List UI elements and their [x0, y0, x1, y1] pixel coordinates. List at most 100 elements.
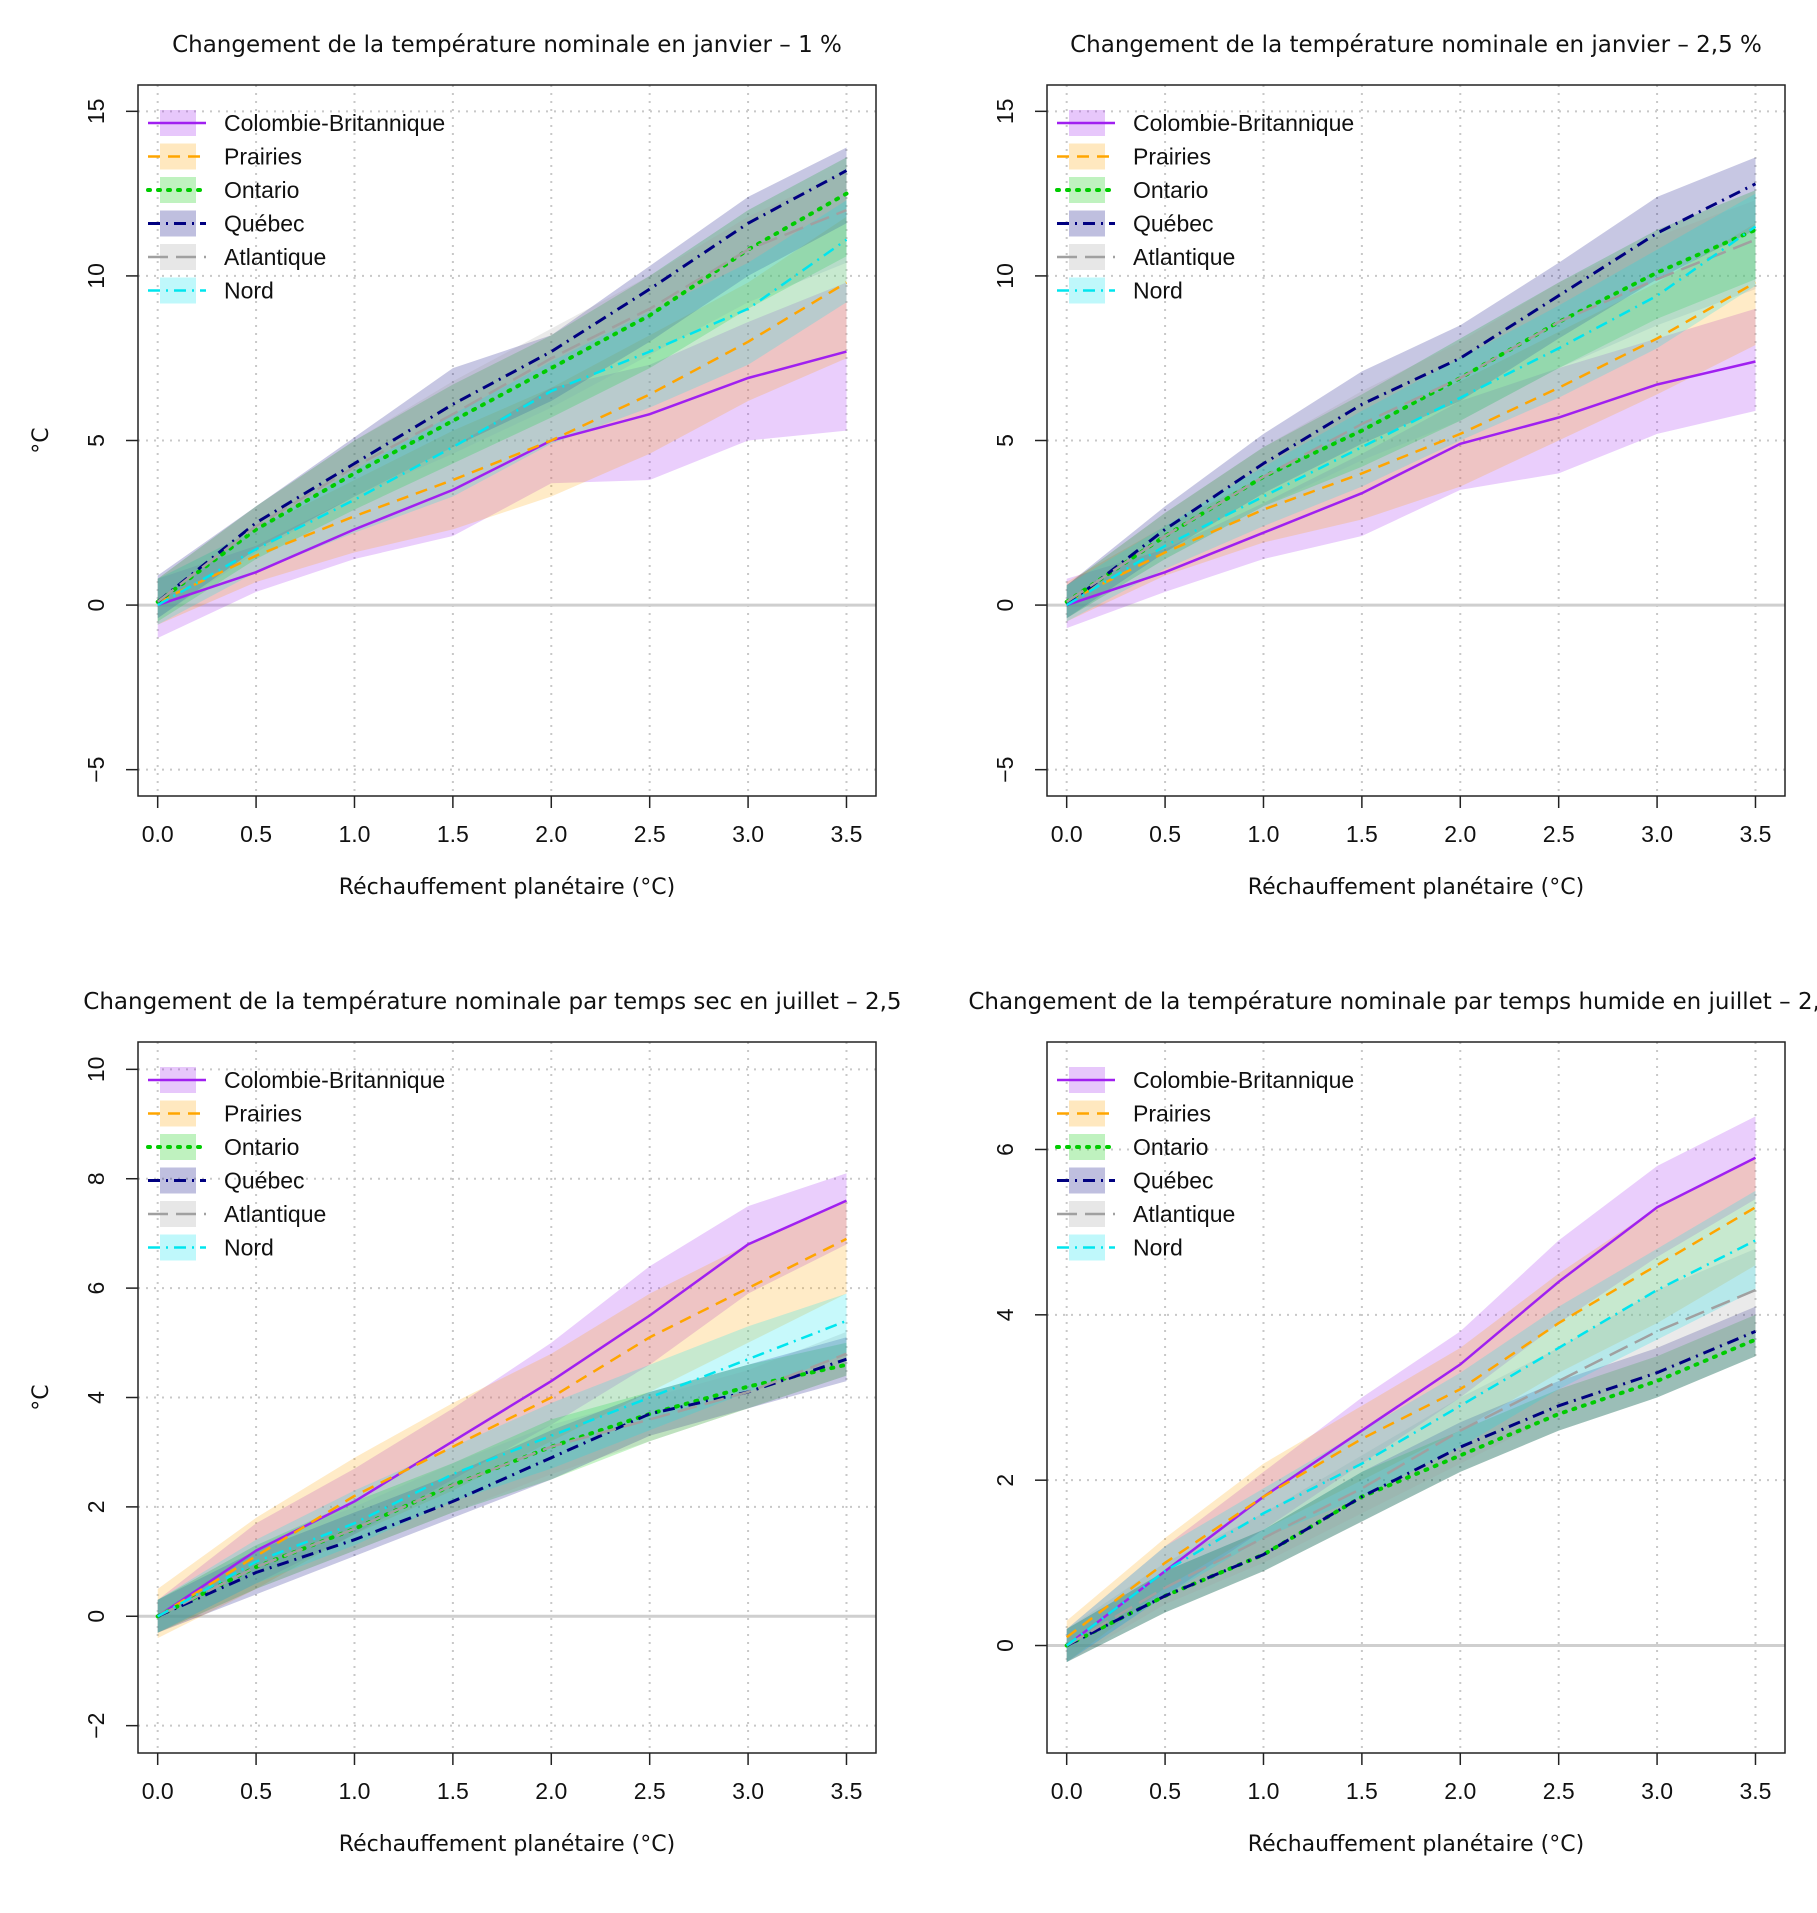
y-axis-label: °C	[29, 1384, 54, 1410]
x-tick-label: 2.0	[1444, 1778, 1476, 1804]
x-axis-label: Réchauffement planétaire (°C)	[339, 1832, 675, 1857]
y-tick-label: 6	[992, 1143, 1018, 1156]
series-line-prairies	[157, 281, 848, 603]
x-tick-label: 2.5	[634, 821, 666, 847]
legend-label-cb: Colombie-Britannique	[1133, 110, 1354, 136]
y-tick-label: 2	[83, 1500, 109, 1513]
x-tick-label: 0.5	[1149, 1778, 1181, 1804]
band-prairies	[157, 1200, 847, 1639]
x-tick-label: 3.0	[1641, 821, 1673, 847]
legend: Colombie-Britannique Prairies Ontario Québe…	[146, 1067, 445, 1261]
x-tick-label: 3.5	[1739, 1778, 1771, 1804]
series-line-quebec	[1066, 1330, 1757, 1647]
legend-label-nord: Nord	[1133, 1235, 1183, 1261]
series-line-nord	[157, 1319, 847, 1618]
x-tick-label: 1.0	[338, 821, 370, 847]
x-axis-label: Réchauffement planétaire (°C)	[339, 875, 675, 900]
y-tick-label: 0	[992, 599, 1018, 612]
legend-label-atlantique: Atlantique	[224, 244, 326, 270]
y-tick-label: 0	[83, 1610, 109, 1623]
chart-title: Changement de la température nominale en…	[1070, 32, 1762, 58]
y-tick-label: −2	[83, 1713, 109, 1739]
x-tick-label: 2.5	[1543, 821, 1575, 847]
x-tick-label: 0.0	[142, 821, 174, 847]
x-tick-label: 0.0	[1051, 1778, 1083, 1804]
y-tick-label: 0	[992, 1639, 1018, 1652]
x-tick-label: 1.5	[1346, 1778, 1378, 1804]
legend-label-cb: Colombie-Britannique	[224, 110, 445, 136]
y-axis-label: °C	[29, 427, 54, 453]
y-tick-label: 15	[992, 99, 1018, 125]
x-tick-label: 2.5	[634, 1778, 666, 1804]
chart-svg: Changement de la température nominale pa…	[968, 989, 1817, 1857]
y-tick-label: 4	[83, 1391, 109, 1404]
series-line-cb	[1066, 360, 1756, 607]
x-tick-label: 0.5	[240, 1778, 272, 1804]
band-cb	[1066, 1116, 1756, 1663]
legend-label-atlantique: Atlantique	[224, 1201, 326, 1227]
y-tick-label: 2	[992, 1474, 1018, 1487]
chart-panel-january-2-5pct: Changement de la température nominale en…	[909, 0, 1817, 956]
x-tick-label: 2.5	[1543, 1778, 1575, 1804]
chart-title: Changement de la température nominale en…	[172, 32, 842, 58]
series-line-cb	[157, 1199, 848, 1618]
y-tick-label: 10	[83, 263, 109, 289]
x-tick-label: 1.5	[1346, 821, 1378, 847]
legend: Colombie-Britannique Prairies Ontario Québe…	[1055, 110, 1354, 304]
series-line-cb	[157, 350, 847, 607]
x-tick-label: 2.0	[535, 1778, 567, 1804]
legend-label-prairies: Prairies	[1133, 1101, 1211, 1127]
band-quebec	[157, 1337, 847, 1633]
y-tick-label: −5	[83, 757, 109, 783]
x-tick-label: 3.5	[830, 1778, 862, 1804]
x-tick-label: 1.5	[437, 821, 469, 847]
series-line-atlantique	[1066, 238, 1756, 603]
legend-label-quebec: Québec	[224, 211, 305, 237]
series-line-atlantique	[156, 208, 847, 603]
y-tick-label: 5	[83, 434, 109, 447]
series-line-ontario	[155, 191, 849, 604]
y-tick-label: 15	[83, 99, 109, 125]
series-line-quebec	[1065, 182, 1757, 607]
x-tick-label: 3.0	[1641, 1778, 1673, 1804]
band-quebec	[1066, 157, 1756, 619]
series-line-prairies	[1066, 281, 1757, 603]
x-tick-label: 3.0	[732, 821, 764, 847]
chart-title: Changement de la température nominale pa…	[968, 989, 1817, 1015]
y-tick-label: 8	[83, 1172, 109, 1185]
chart-panel-july-humid-2-5pct: Changement de la température nominale pa…	[909, 957, 1817, 1913]
x-tick-label: 1.0	[1247, 1778, 1279, 1804]
legend-label-atlantique: Atlantique	[1133, 244, 1235, 270]
series-line-atlantique	[157, 1352, 847, 1618]
band-atlantique	[1066, 200, 1756, 619]
legend-label-prairies: Prairies	[1133, 144, 1211, 170]
chart-svg: Changement de la température nominale en…	[992, 32, 1786, 900]
y-tick-label: 5	[992, 434, 1018, 447]
legend-label-cb: Colombie-Britannique	[224, 1067, 445, 1093]
legend-label-ontario: Ontario	[224, 1134, 299, 1160]
legend-label-prairies: Prairies	[224, 144, 302, 170]
series-line-cb	[1065, 1156, 1757, 1647]
band-nord	[1066, 1190, 1756, 1663]
x-tick-label: 3.0	[732, 1778, 764, 1804]
chart-title: Changement de la température nominale pa…	[83, 989, 908, 1015]
legend: Colombie-Britannique Prairies Ontario Québe…	[146, 110, 445, 304]
legend: Colombie-Britannique Prairies Ontario Québe…	[1055, 1067, 1354, 1261]
band-ontario	[157, 1342, 847, 1633]
y-tick-label: −5	[992, 757, 1018, 783]
x-axis-label: Réchauffement planétaire (°C)	[1248, 875, 1584, 900]
x-axis-label: Réchauffement planétaire (°C)	[1248, 1832, 1584, 1857]
legend-label-quebec: Québec	[224, 1168, 305, 1194]
band-cb	[157, 282, 847, 638]
legend-label-nord: Nord	[224, 1235, 274, 1261]
band-prairies	[157, 216, 847, 625]
x-tick-label: 0.5	[240, 821, 272, 847]
x-tick-label: 1.0	[338, 1778, 370, 1804]
legend-label-nord: Nord	[224, 278, 274, 304]
chart-panel-january-1pct: Changement de la température nominale en…	[0, 0, 908, 956]
x-tick-label: 3.5	[830, 821, 862, 847]
band-quebec	[1066, 1306, 1756, 1663]
y-tick-label: 10	[992, 263, 1018, 289]
legend-label-nord: Nord	[1133, 278, 1183, 304]
band-nord	[157, 200, 847, 625]
